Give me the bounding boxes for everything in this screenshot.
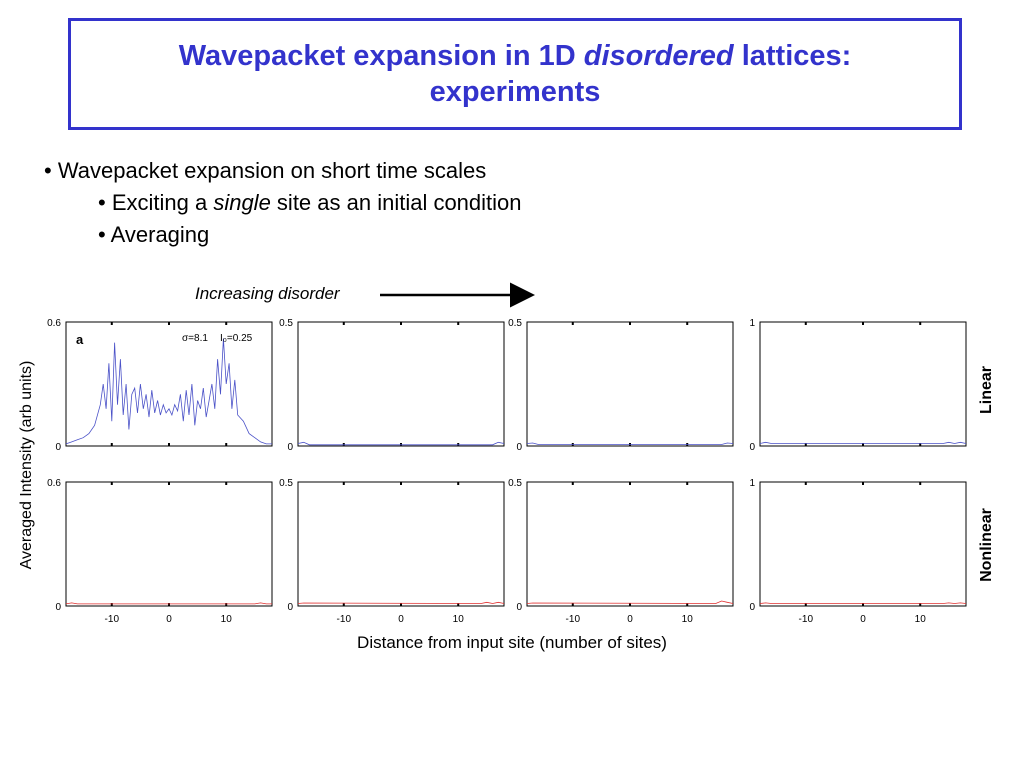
y-tick-label: 0.6 <box>47 318 61 329</box>
x-tick-label: 10 <box>453 614 465 625</box>
x-tick-label: 10 <box>915 614 927 625</box>
series-line <box>526 600 734 604</box>
series-line <box>297 601 505 604</box>
x-tick-label: 0 <box>398 614 404 625</box>
y-tick-label: 1 <box>749 318 755 329</box>
y-tick-label: 0.5 <box>508 478 522 489</box>
panel-frame <box>759 481 967 607</box>
title-box: Wavepacket expansion in 1D disordered la… <box>68 18 962 130</box>
row-label-linear: Linear <box>978 366 995 414</box>
panel-frame <box>297 481 505 607</box>
x-tick-label: 10 <box>221 614 233 625</box>
x-tick-label: -10 <box>566 614 581 625</box>
y-tick-label: 0 <box>55 602 61 613</box>
panel-frame <box>759 321 967 447</box>
series-line <box>759 441 967 444</box>
y-axis-label: Averaged Intensity (arb units) <box>18 361 35 570</box>
panel-nonlinear-2: 0 0.5 -10 0 10 <box>508 478 734 625</box>
x-tick-label: 0 <box>860 614 866 625</box>
bullet-2: • Exciting a single site as an initial c… <box>98 190 522 215</box>
bullet-3: • Averaging <box>98 222 210 247</box>
i0-annotation: I₀=0.25 <box>220 333 253 344</box>
x-tick-label: -10 <box>337 614 352 625</box>
y-tick-label: 0 <box>516 442 522 453</box>
bullet-1-text: Wavepacket expansion on short time scale… <box>57 158 487 183</box>
x-tick-label: -10 <box>799 614 814 625</box>
panel-linear-1: 00.5 <box>279 318 505 453</box>
panel-nonlinear-1: 0 0.5 -10 0 10 <box>279 478 505 625</box>
panel-frame <box>526 481 734 607</box>
x-tick-label: 0 <box>627 614 633 625</box>
series-line <box>759 602 967 604</box>
y-tick-label: 0 <box>516 602 522 613</box>
x-tick-label: -10 <box>105 614 120 625</box>
panel-frame <box>526 321 734 447</box>
panel-nonlinear-0: 0 0.6 -10 0 10 <box>47 478 273 625</box>
panel-linear-2: 00.5 <box>508 318 734 453</box>
slide-title: Wavepacket expansion in 1D disordered la… <box>179 38 852 110</box>
x-tick-label: 10 <box>682 614 694 625</box>
panel-frame <box>297 321 505 447</box>
bullet-2-emphasis: single <box>213 190 271 215</box>
panel-letter: a <box>76 332 84 347</box>
title-emphasis: disordered <box>583 40 734 72</box>
y-tick-label: 0.5 <box>279 478 293 489</box>
series-line <box>65 602 272 605</box>
x-tick-label: 0 <box>166 614 172 625</box>
title-part-1: Wavepacket expansion in 1D <box>178 40 584 72</box>
y-tick-label: 0 <box>749 602 755 613</box>
panel-frame <box>65 481 273 607</box>
y-tick-label: 1 <box>749 478 755 489</box>
row-label-nonlinear: Nonlinear <box>978 508 995 582</box>
bullet-1: • Wavepacket expansion on short time sca… <box>44 158 487 183</box>
series-line <box>65 338 272 445</box>
title-line-2: experiments <box>429 76 601 108</box>
bullet-2-pre: Exciting a <box>111 190 214 215</box>
y-tick-label: 0 <box>55 442 61 453</box>
y-tick-label: 0.6 <box>47 478 61 489</box>
y-tick-label: 0 <box>287 602 293 613</box>
title-part-2: lattices: <box>733 40 852 72</box>
panel-linear-3: 01 <box>749 318 967 453</box>
y-tick-label: 0.5 <box>508 318 522 329</box>
panel-linear-0: 0 0.6 a σ=8.1 I₀=0.25 <box>47 318 273 453</box>
y-tick-label: 0 <box>287 442 293 453</box>
x-axis-label: Distance from input site (number of site… <box>357 633 667 652</box>
bullet-3-text: Averaging <box>110 222 210 247</box>
y-tick-label: 0 <box>749 442 755 453</box>
disorder-arrow-label: Increasing disorder <box>195 284 340 303</box>
bullet-2-post: site as an initial condition <box>270 190 522 215</box>
sigma-annotation: σ=8.1 <box>182 333 208 344</box>
series-line <box>297 441 505 446</box>
series-line <box>526 442 734 445</box>
y-tick-label: 0.5 <box>279 318 293 329</box>
panel-nonlinear-3: 0 1 -10 0 10 <box>749 478 967 625</box>
